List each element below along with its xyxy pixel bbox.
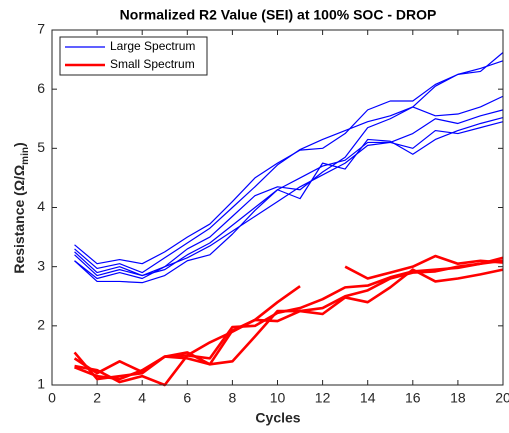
x-tick-label: 10 bbox=[270, 390, 286, 406]
x-tick-label: 18 bbox=[450, 390, 466, 406]
x-axis-label: Cycles bbox=[255, 410, 300, 426]
y-tick-label: 7 bbox=[37, 21, 45, 37]
x-tick-label: 8 bbox=[229, 390, 237, 406]
series-line bbox=[74, 60, 504, 274]
y-tick-label: 5 bbox=[37, 139, 45, 155]
series-line bbox=[74, 109, 504, 277]
chart-title: Normalized R2 Value (SEI) at 100% SOC - … bbox=[120, 7, 437, 23]
y-tick-label: 3 bbox=[37, 257, 45, 273]
series-line bbox=[74, 121, 504, 280]
y-label-text: Resistance (Ω/Ω bbox=[11, 165, 27, 274]
y-axis-label: Resistance (Ω/Ωmin) bbox=[11, 142, 31, 273]
x-tick-label: 12 bbox=[315, 390, 331, 406]
x-tick-label: 2 bbox=[93, 390, 101, 406]
y-label-close: ) bbox=[11, 142, 27, 147]
legend-label: Large Spectrum bbox=[110, 39, 195, 53]
y-tick-label: 1 bbox=[37, 376, 45, 392]
legend-label: Small Spectrum bbox=[110, 57, 195, 71]
series-line bbox=[74, 268, 504, 387]
plot-area bbox=[52, 30, 503, 385]
y-tick-label: 6 bbox=[37, 80, 45, 96]
x-tick-label: 6 bbox=[183, 390, 191, 406]
y-tick-label: 2 bbox=[37, 317, 45, 333]
series-line bbox=[74, 259, 504, 381]
x-tick-label: 16 bbox=[405, 390, 421, 406]
legend-box bbox=[59, 36, 208, 76]
x-tick-label: 0 bbox=[48, 390, 56, 406]
x-tick-label: 20 bbox=[495, 390, 509, 406]
x-tick-label: 4 bbox=[138, 390, 146, 406]
y-tick-label: 4 bbox=[37, 198, 45, 214]
y-label-sub: min bbox=[20, 147, 31, 165]
x-tick-label: 14 bbox=[360, 390, 376, 406]
axes-box bbox=[51, 29, 504, 386]
